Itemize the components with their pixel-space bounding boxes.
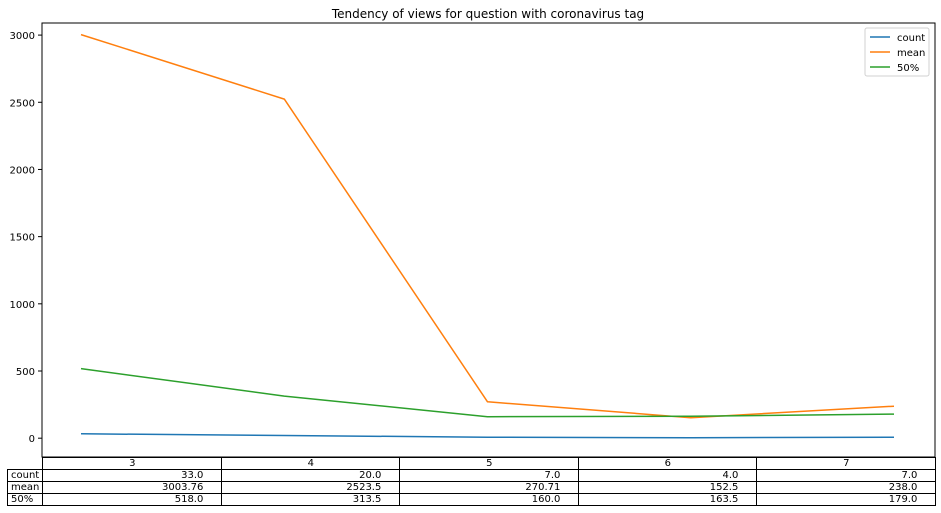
table-cell: 152.5 — [578, 481, 758, 494]
y-tick-label: 2000 — [10, 165, 35, 176]
legend-label: 50% — [897, 63, 919, 74]
legend-label: count — [897, 33, 925, 44]
table-row: mean 3003.76 2523.5 270.71 152.5 238.0 — [6, 481, 937, 494]
series-line-50pct — [80, 367, 895, 418]
series-line-mean — [80, 33, 895, 419]
legend-box — [864, 27, 930, 77]
chart-title: Tendency of views for question with coro… — [331, 7, 644, 21]
table-cell: 3003.76 — [42, 481, 223, 494]
legend-label: mean — [897, 48, 925, 59]
table-cell: 4.0 — [578, 469, 758, 482]
table-cell: 20.0 — [221, 469, 401, 482]
table-row-label: mean — [6, 481, 44, 494]
table-cell: 163.5 — [578, 493, 758, 506]
table-cell: 179.0 — [756, 493, 937, 506]
table-corner-cell — [7, 457, 44, 470]
y-tick-label: 1500 — [10, 233, 35, 244]
table-header-row: 3 4 5 6 7 — [7, 457, 937, 470]
table-cell: 270.71 — [399, 481, 580, 494]
table-row: count 33.0 20.0 7.0 4.0 7.0 — [6, 469, 937, 482]
y-tick-label: 2500 — [10, 98, 35, 109]
table-row-label: count — [6, 469, 44, 482]
y-axis: 0 500 1000 1500 2000 2500 3000 — [10, 31, 42, 445]
table-row-label: 50% — [6, 493, 44, 506]
table-cell: 7.0 — [756, 469, 937, 482]
table-column-header: 5 — [399, 457, 580, 470]
legend: count mean 50% — [864, 27, 930, 77]
table-cell: 160.0 — [399, 493, 580, 506]
table-cell: 238.0 — [756, 481, 937, 494]
y-tick-label: 0 — [29, 434, 35, 445]
data-table: 3 4 5 6 7 count 33.0 20.0 7.0 4.0 7.0 me… — [6, 457, 937, 506]
table-cell: 2523.5 — [221, 481, 401, 494]
table-column-header: 6 — [578, 457, 758, 470]
table-cell: 313.5 — [221, 493, 401, 506]
table-column-header: 3 — [42, 457, 223, 470]
table-cell: 33.0 — [42, 469, 223, 482]
y-tick-label: 3000 — [10, 31, 35, 42]
y-tick-label: 500 — [16, 367, 35, 378]
table-cell: 7.0 — [399, 469, 580, 482]
series-lines — [80, 33, 895, 439]
table-column-header: 4 — [221, 457, 401, 470]
y-tick-label: 1000 — [10, 300, 35, 311]
table-cell: 518.0 — [42, 493, 223, 506]
table-row: 50% 518.0 313.5 160.0 163.5 179.0 — [6, 493, 937, 506]
line-chart: Tendency of views for question with coro… — [10, 7, 936, 458]
table-column-header: 7 — [756, 457, 937, 470]
plot-area-frame — [41, 22, 936, 458]
series-line-count — [80, 433, 895, 439]
